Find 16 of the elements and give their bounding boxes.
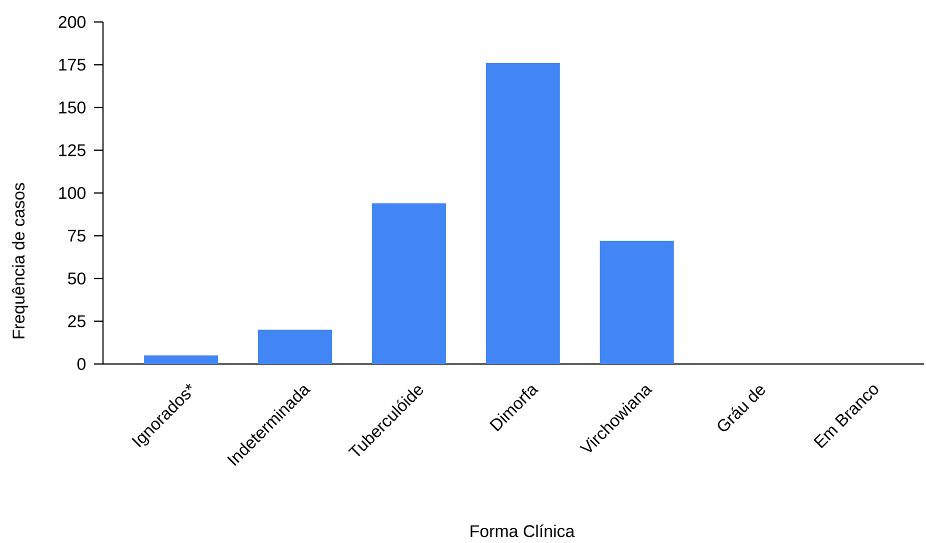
y-tick-label: 75 bbox=[68, 230, 86, 242]
bar bbox=[372, 203, 446, 364]
y-tick-label: 100 bbox=[59, 187, 86, 200]
y-tick-label: 150 bbox=[59, 102, 86, 114]
y-tick-label: 175 bbox=[59, 58, 86, 71]
bar bbox=[258, 330, 332, 364]
y-tick-label: 125 bbox=[59, 144, 86, 156]
x-axis-title: Forma Clínica bbox=[470, 524, 575, 538]
bar bbox=[144, 356, 218, 364]
y-tick-label: 0 bbox=[77, 358, 86, 370]
bar bbox=[486, 63, 560, 364]
y-tick-label: 25 bbox=[68, 315, 86, 328]
y-tick-label: 200 bbox=[58, 16, 86, 28]
y-axis-title: Frequência de casos bbox=[12, 183, 28, 338]
bar bbox=[600, 240, 674, 364]
y-tick-label: 50 bbox=[68, 272, 86, 285]
